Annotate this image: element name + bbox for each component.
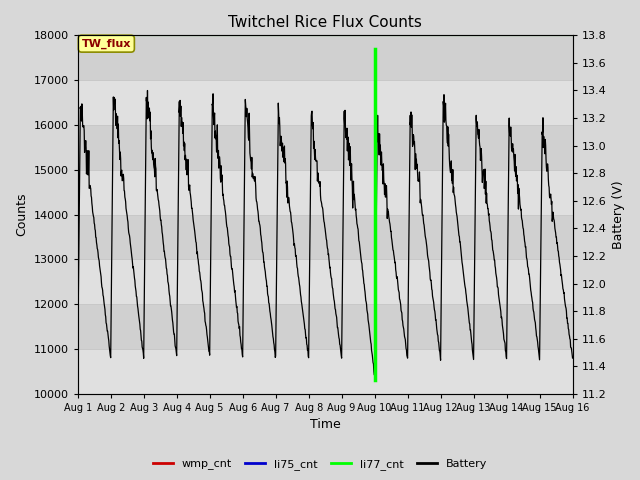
Title: Twitchel Rice Flux Counts: Twitchel Rice Flux Counts [228, 15, 422, 30]
Bar [77, 36, 573, 80]
Bar [77, 170, 573, 215]
Bar [77, 215, 573, 259]
Text: TW_flux: TW_flux [82, 38, 131, 49]
Y-axis label: Counts: Counts [15, 193, 28, 236]
Bar [77, 349, 573, 394]
Bar [77, 125, 573, 170]
Bar [77, 304, 573, 349]
Legend: wmp_cnt, li75_cnt, li77_cnt, Battery: wmp_cnt, li75_cnt, li77_cnt, Battery [148, 455, 492, 474]
Y-axis label: Battery (V): Battery (V) [612, 180, 625, 249]
Bar [77, 80, 573, 125]
X-axis label: Time: Time [310, 419, 340, 432]
Bar [77, 259, 573, 304]
